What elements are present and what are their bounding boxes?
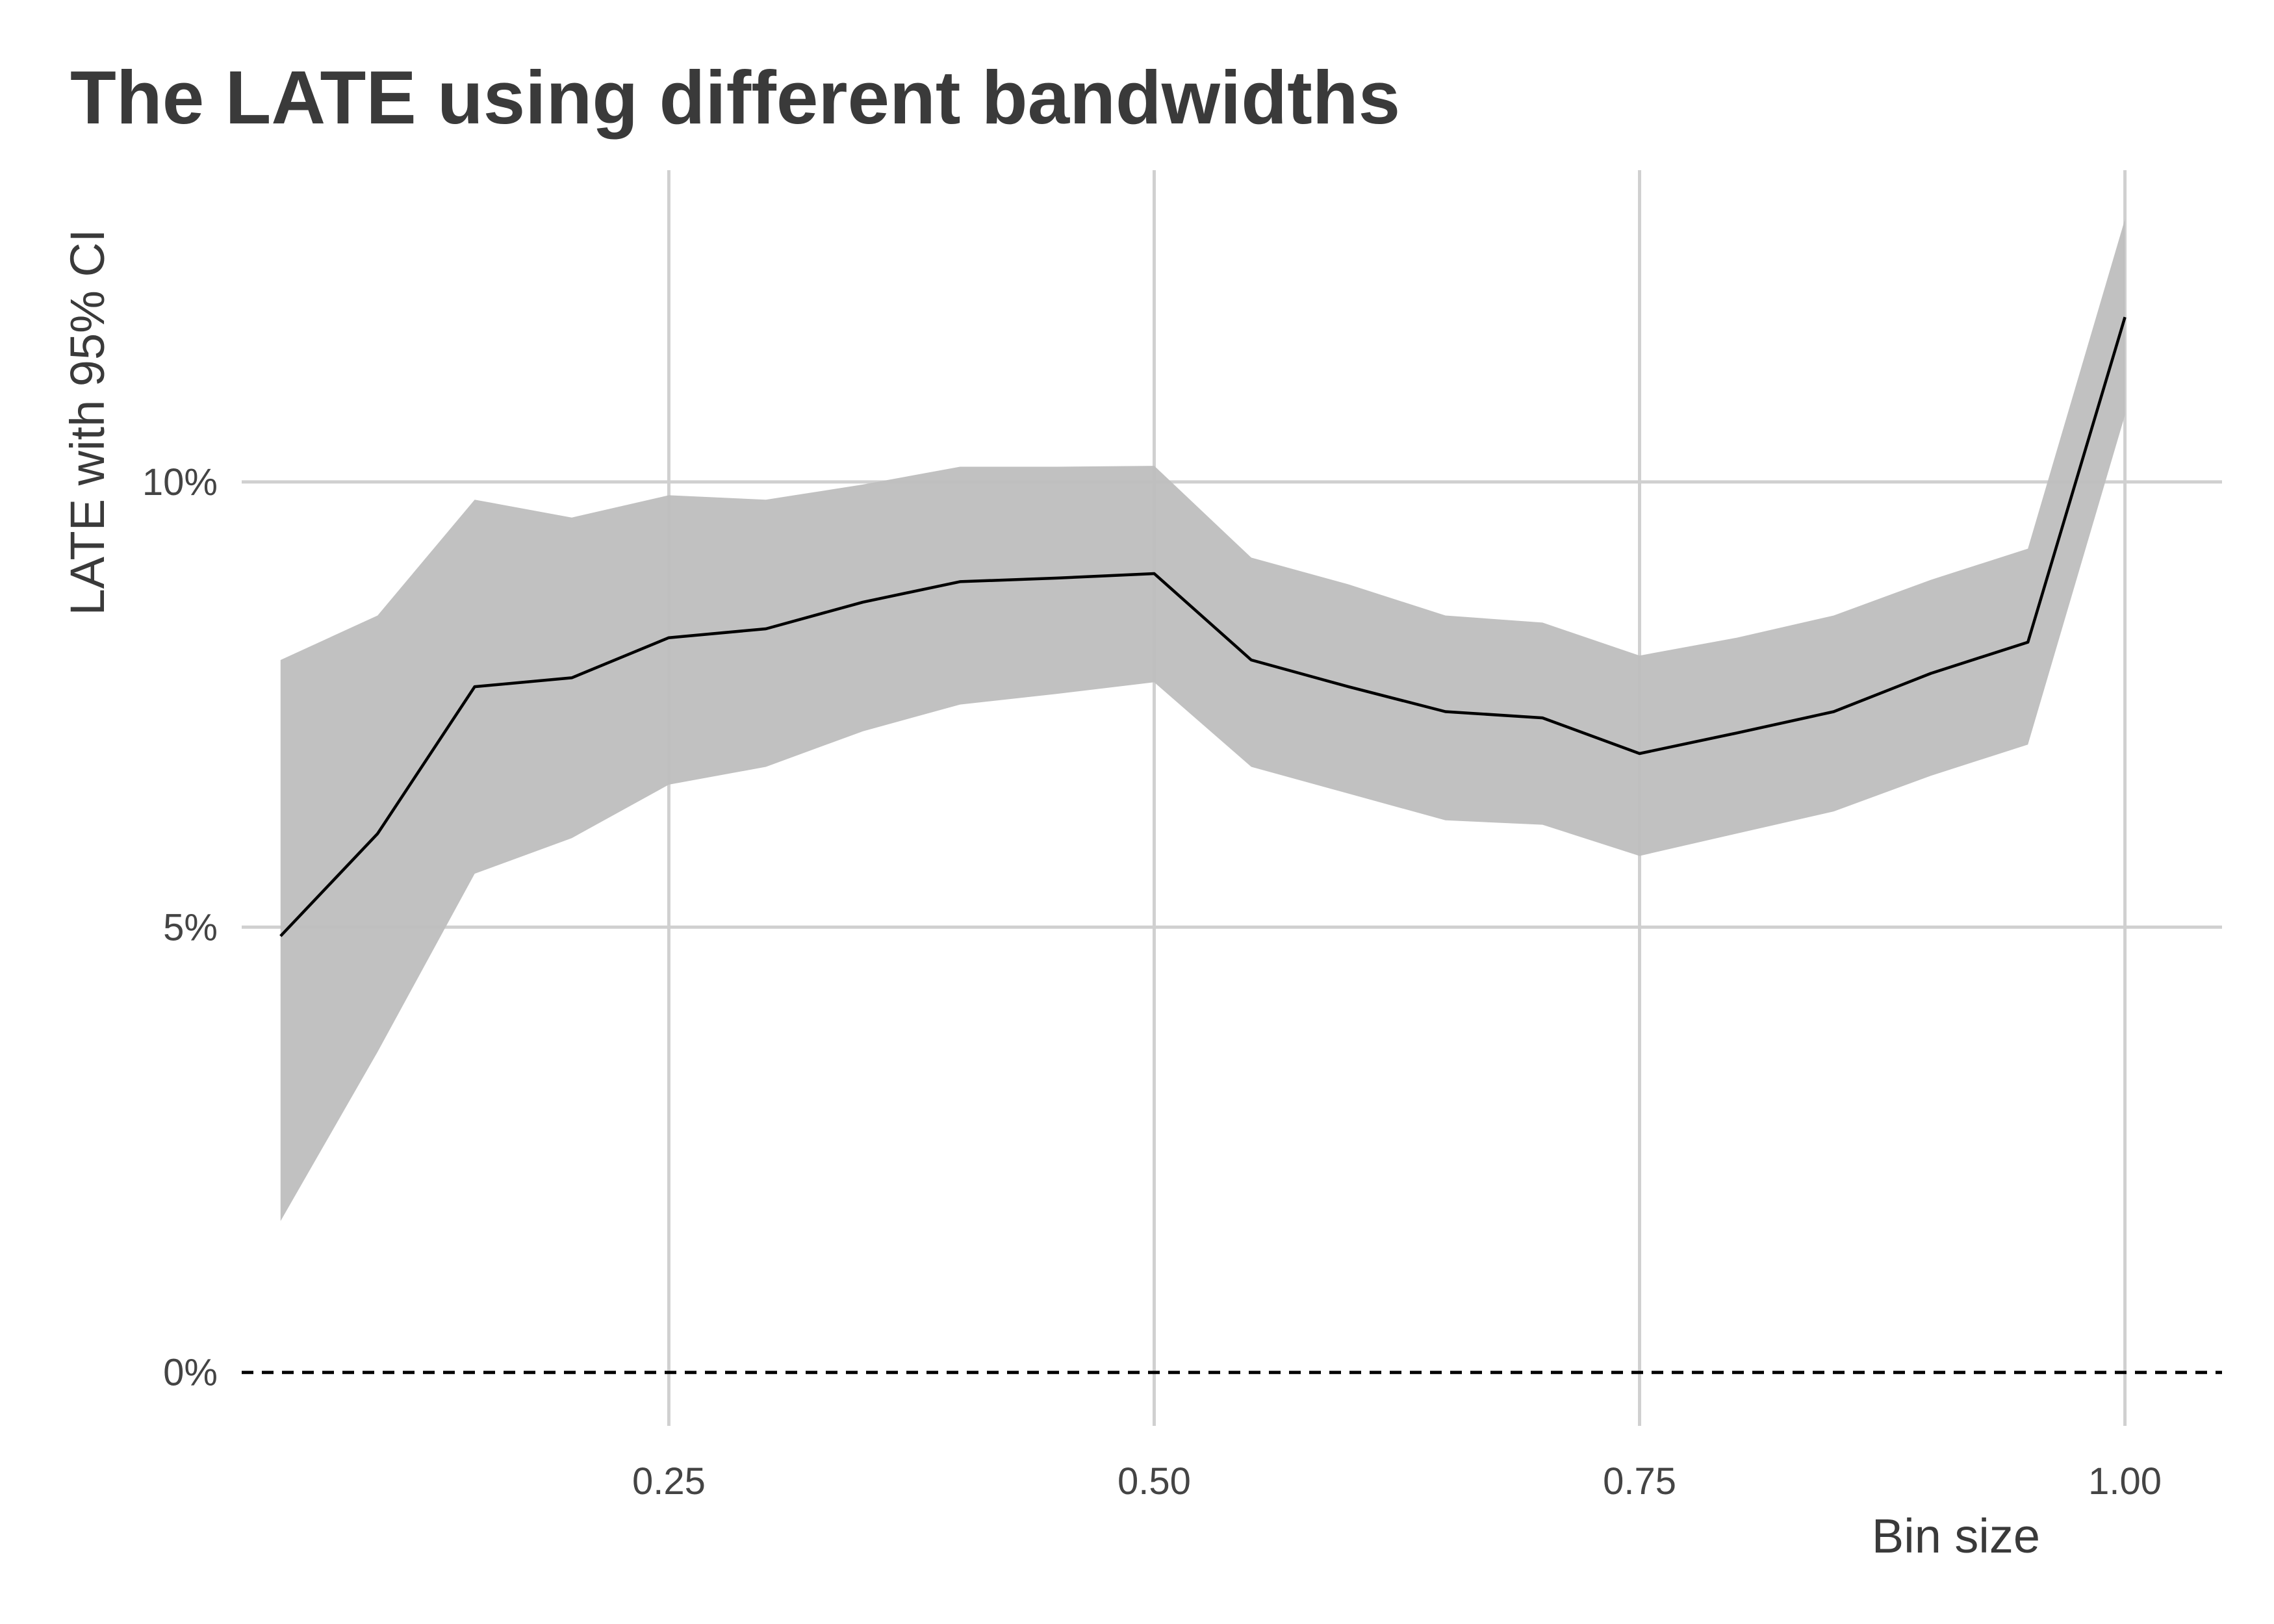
y-axis-title: LATE with 95% CI xyxy=(60,229,114,616)
x-tick-label: 0.75 xyxy=(1603,1460,1676,1503)
confidence-interval-ribbon xyxy=(280,219,2125,1221)
y-tick-label: 0% xyxy=(163,1352,218,1394)
late-estimate-line xyxy=(279,316,2127,937)
tick-labels: 0.25 0.50 0.75 1.00 0% 5% 10% xyxy=(142,461,2162,1503)
confidence-ribbon-layer xyxy=(280,219,2125,1221)
x-tick-label: 0.25 xyxy=(632,1460,706,1503)
x-axis-title: Bin size xyxy=(1872,1509,2040,1563)
y-tick-label: 5% xyxy=(163,906,218,948)
estimate-line-layer xyxy=(279,316,2127,937)
x-tick-label: 0.50 xyxy=(1118,1460,1191,1503)
x-tick-label: 1.00 xyxy=(2088,1460,2162,1503)
chart-title: The LATE using different bandwidths xyxy=(70,55,1400,140)
y-tick-label: 10% xyxy=(142,461,218,503)
